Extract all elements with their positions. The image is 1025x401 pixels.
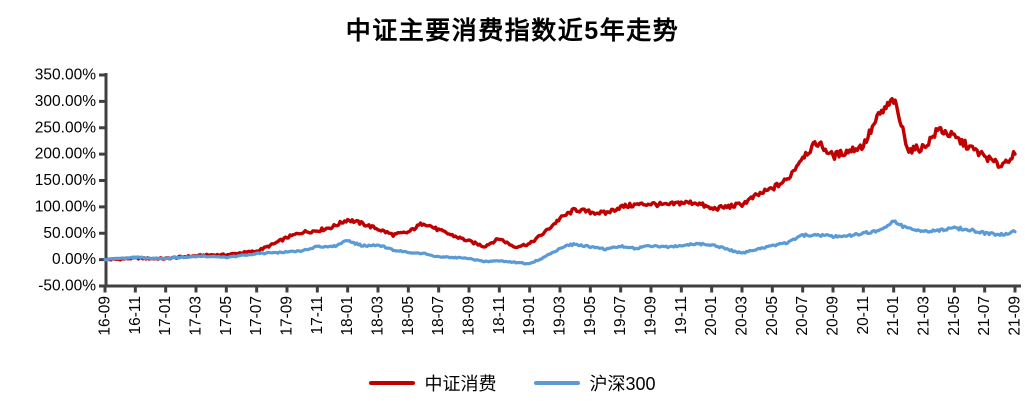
x-axis-label: 17-05 xyxy=(218,296,235,336)
x-axis-label: 19-07 xyxy=(612,296,629,336)
x-axis-label: 18-09 xyxy=(461,296,478,336)
x-axis-label: 20-03 xyxy=(734,296,751,336)
x-axis-label: 19-01 xyxy=(521,296,538,336)
x-axis-label: 19-11 xyxy=(673,296,690,335)
x-axis-label: 17-03 xyxy=(188,296,205,336)
x-axis-label: 20-05 xyxy=(764,296,781,336)
x-axis-label: 21-05 xyxy=(946,296,963,336)
y-axis-label: -50.00% xyxy=(38,278,96,295)
x-axis-label: 17-11 xyxy=(309,296,326,335)
y-axis-label: 350.00% xyxy=(35,67,96,84)
x-axis-label: 18-11 xyxy=(491,296,508,335)
legend: 中证消费 沪深300 xyxy=(0,370,1025,396)
x-axis-label: 20-07 xyxy=(794,296,811,336)
legend-item-hs300: 沪深300 xyxy=(534,370,656,396)
x-axis-label: 21-09 xyxy=(1007,296,1024,336)
y-axis-label: 100.00% xyxy=(35,198,96,215)
chart-title: 中证主要消费指数近5年走势 xyxy=(345,17,680,45)
x-axis-label: 18-01 xyxy=(339,296,356,336)
x-axis-label: 19-03 xyxy=(552,296,569,336)
x-axis-label: 18-07 xyxy=(430,296,447,336)
series-line-csi-consumer xyxy=(103,96,1017,262)
x-axis-label: 19-05 xyxy=(582,296,599,336)
legend-line-swatch xyxy=(534,381,581,385)
y-axis-label: 200.00% xyxy=(35,146,96,163)
x-axis-label: 19-09 xyxy=(643,296,660,336)
series-line-hs300 xyxy=(103,219,1017,266)
x-axis-label: 17-09 xyxy=(279,296,296,336)
x-axis-label: 17-07 xyxy=(248,296,265,336)
x-axis-label: 20-11 xyxy=(855,296,872,335)
x-axis-label: 16-11 xyxy=(127,296,144,335)
y-axis-label: 300.00% xyxy=(35,93,96,110)
y-axis-label: 50.00% xyxy=(43,225,96,242)
y-axis-label: 250.00% xyxy=(35,119,96,136)
x-axis-label: 21-03 xyxy=(916,296,933,336)
x-axis-label: 20-09 xyxy=(825,296,842,336)
legend-label: 沪深300 xyxy=(589,374,656,394)
x-axis-label: 20-01 xyxy=(703,296,720,336)
x-axis-label: 21-07 xyxy=(976,296,993,336)
x-axis-label: 17-01 xyxy=(157,296,174,336)
legend-item-csi-consumer: 中证消费 xyxy=(369,370,496,396)
x-axis-label: 18-05 xyxy=(400,296,417,336)
legend-label: 中证消费 xyxy=(424,374,497,394)
legend-line-swatch xyxy=(369,381,416,385)
y-axis-label: 150.00% xyxy=(35,172,96,189)
y-axis-label: 0.00% xyxy=(52,251,96,268)
x-axis-label: 18-03 xyxy=(370,296,387,336)
x-axis-label: 21-01 xyxy=(885,296,902,336)
x-axis-label: 16-09 xyxy=(97,296,114,336)
